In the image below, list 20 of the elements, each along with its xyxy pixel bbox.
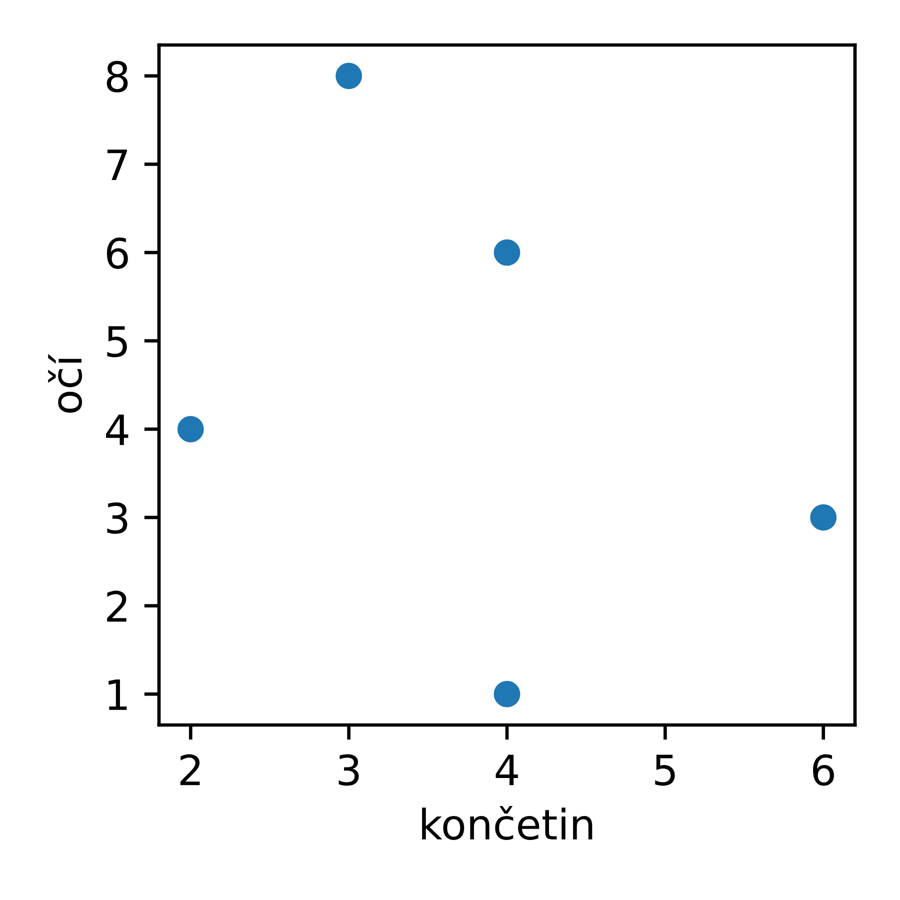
x-tick-label: 6 [813,754,834,786]
point [494,239,520,266]
x-tick-label: 4 [496,754,518,786]
y-axis-title: očí [48,354,82,413]
x-axis-title: končetin [422,806,592,840]
y-tick-label: 5 [107,326,127,358]
point [336,62,362,90]
point [177,416,204,442]
y-tick-label: 8 [106,60,128,92]
point [494,680,520,708]
point [810,504,837,531]
y-tick-label: 6 [106,237,128,269]
y-tick-label: 2 [107,590,126,622]
x-tick-label: 3 [338,754,359,786]
x-tick-label: 5 [655,754,675,786]
y-tick-label: 4 [106,414,128,445]
y-tick-label: 3 [107,502,128,534]
x-tick-label: 2 [180,754,200,786]
y-tick-label: 7 [107,150,127,180]
y-tick-label: 1 [108,680,127,710]
